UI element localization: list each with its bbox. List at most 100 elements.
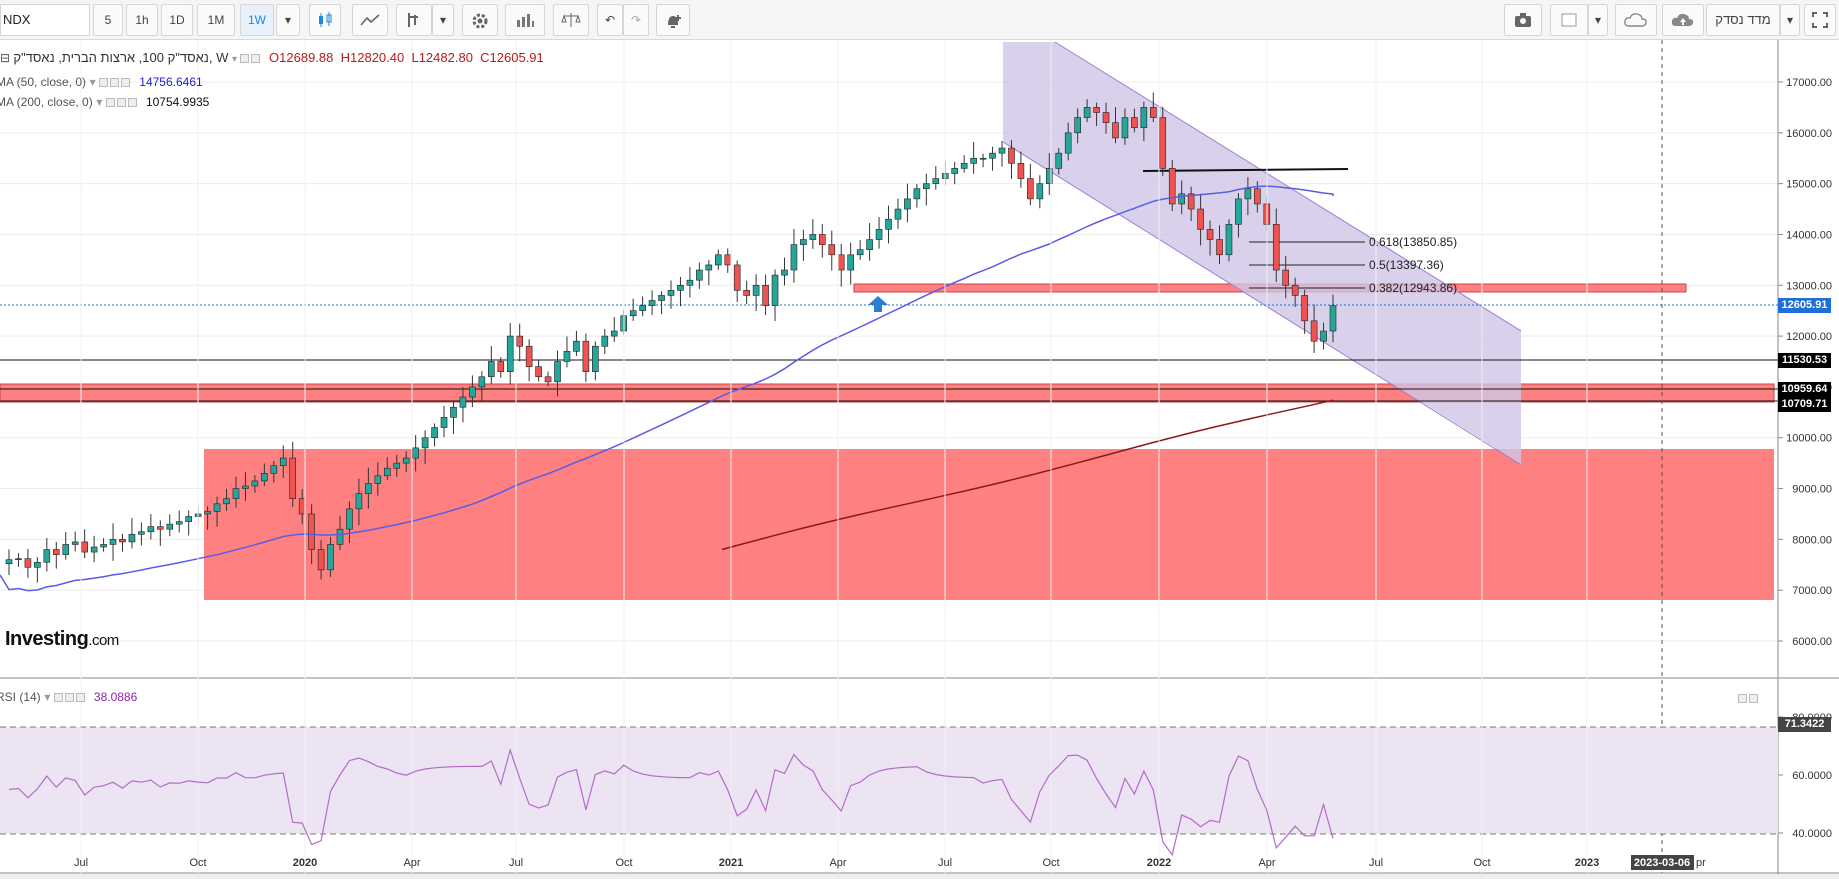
symbol-chevron-icon[interactable]: ▾	[1780, 4, 1800, 36]
crosshair-date-label: 2023-03-06	[1634, 857, 1690, 869]
compare-scale-icon[interactable]	[553, 4, 589, 36]
candle-body	[459, 396, 467, 408]
open-value: O12689.88	[269, 50, 334, 65]
candle-body	[923, 183, 930, 190]
legend-ma200: MA (200, close, 0) ▾ 10754.9935	[0, 94, 209, 109]
high-value: H12820.40	[340, 50, 405, 65]
camera-icon[interactable]	[1504, 4, 1542, 36]
candle-body	[497, 361, 505, 372]
candle-body	[563, 351, 571, 362]
candle-body	[610, 330, 618, 337]
candle-body	[393, 462, 401, 469]
candle-body	[1197, 208, 1204, 230]
candle-body	[516, 335, 523, 347]
candle-body	[469, 386, 476, 398]
fullscreen-icon[interactable]	[1804, 4, 1836, 36]
candle-body	[1121, 117, 1129, 139]
price-label-badge: 10709.71	[1778, 397, 1831, 412]
bar-chart-icon[interactable]	[505, 4, 545, 36]
candle-body	[355, 493, 363, 510]
candle-body	[223, 498, 230, 505]
candle-body	[109, 539, 117, 545]
candle-body	[1244, 188, 1252, 200]
candle-body	[1074, 117, 1081, 134]
price-tick-label: 17000.00	[1786, 77, 1832, 89]
layout-chevron-icon[interactable]: ▾	[1588, 4, 1608, 36]
visibility-icon[interactable]	[239, 54, 249, 64]
price-label-badge: 12605.91	[1778, 298, 1831, 313]
cloud-upload-icon[interactable]	[1662, 4, 1704, 36]
price-tick-label: 10000.00	[1786, 433, 1832, 445]
settings-icon[interactable]	[116, 98, 126, 108]
symbol-name-label[interactable]: מדד נסדק	[1706, 4, 1780, 36]
time-tick-label: Jul	[938, 857, 952, 869]
candle-body	[100, 544, 107, 548]
settings-icon[interactable]: ▾	[231, 54, 240, 65]
fibonacci-levels: 0.618(13850.85) 0.5(13397.36) 0.382(12943.…	[1249, 235, 1457, 295]
settings-icon[interactable]	[110, 78, 120, 88]
rsi-tick-label: 60.0000	[1792, 770, 1832, 782]
redo-icon[interactable]: ↷	[623, 4, 649, 36]
candle-body	[279, 457, 287, 466]
visibility-icon[interactable]	[53, 693, 63, 703]
candle-body	[667, 290, 675, 296]
time-tick-label: Apr	[829, 857, 846, 869]
undo-icon[interactable]: ↶	[597, 4, 623, 36]
candle-body	[336, 528, 344, 545]
time-tick-label: 2023	[1575, 857, 1599, 869]
candle-body	[478, 376, 486, 388]
candle-body	[402, 457, 410, 464]
candle-body	[1064, 132, 1072, 154]
interval-button-1M[interactable]: 1M	[197, 4, 235, 36]
indicators-icon[interactable]	[396, 4, 432, 36]
chevron-down-icon[interactable]: ▾	[432, 4, 454, 36]
close-icon[interactable]	[127, 98, 137, 108]
ma200-line	[721, 399, 1334, 551]
candle-body	[1131, 117, 1138, 129]
ma50-value: 14756.6461	[139, 75, 203, 89]
candle-body	[1254, 188, 1261, 205]
close-icon[interactable]	[121, 78, 131, 88]
investing-logo: Investing.com	[5, 628, 119, 650]
candle-body	[1282, 269, 1290, 286]
gear-icon[interactable]	[462, 4, 498, 36]
candle-body	[601, 335, 609, 347]
candle-body	[346, 508, 353, 530]
candle-body	[743, 290, 750, 296]
close-icon[interactable]	[75, 693, 85, 703]
layout-select[interactable]	[1550, 4, 1588, 36]
settings-icon[interactable]	[250, 54, 260, 64]
time-tick-label: Oct	[1473, 857, 1490, 869]
interval-button-1W[interactable]: 1W	[240, 4, 274, 36]
interval-chevron-icon[interactable]: ▾	[276, 4, 300, 36]
settings-icon[interactable]	[64, 693, 74, 703]
interval-button-1D[interactable]: 1D	[161, 4, 193, 36]
candle-body	[1329, 305, 1337, 332]
candle-body	[1112, 122, 1119, 139]
candle-body	[1093, 107, 1100, 113]
candle-body	[677, 284, 684, 291]
candle-body	[1150, 107, 1157, 118]
candle-body	[932, 178, 940, 184]
pane-up-icon[interactable]	[1738, 694, 1747, 704]
candle-body	[856, 249, 864, 256]
pane-close-icon[interactable]	[1749, 694, 1758, 704]
candle-body	[847, 254, 854, 271]
candle-body	[270, 465, 278, 474]
candle-body	[365, 483, 372, 494]
symbol-input[interactable]: NDX	[0, 4, 90, 36]
alert-icon[interactable]	[656, 4, 690, 36]
cloud-download-icon[interactable]	[1615, 4, 1657, 36]
visibility-icon[interactable]	[99, 78, 109, 88]
visibility-icon[interactable]	[105, 98, 115, 108]
interval-button-5[interactable]: 5	[93, 4, 123, 36]
time-tick-label: Oct	[615, 857, 632, 869]
candle-body	[629, 310, 637, 317]
candle-body	[582, 340, 590, 372]
line-chart-icon[interactable]	[352, 4, 388, 36]
candle-body	[781, 269, 788, 276]
candles-icon[interactable]	[309, 4, 341, 36]
interval-button-1h[interactable]: 1h	[126, 4, 158, 36]
time-tick-label: Oct	[1042, 857, 1059, 869]
